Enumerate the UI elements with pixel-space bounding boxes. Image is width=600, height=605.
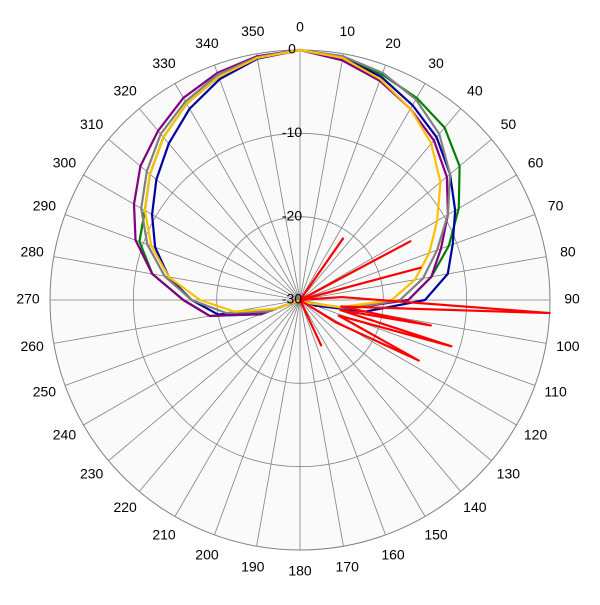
- angle-label: 310: [80, 116, 104, 132]
- radial-label: -10: [282, 124, 302, 140]
- spoke: [64, 214, 301, 301]
- spoke: [299, 299, 462, 492]
- angle-label: 320: [113, 82, 137, 98]
- angle-label: 30: [428, 55, 444, 71]
- spoke: [299, 64, 386, 301]
- angle-label: 290: [33, 198, 57, 214]
- angle-label: 160: [381, 546, 405, 562]
- spoke: [214, 64, 301, 301]
- spoke: [299, 53, 344, 301]
- angle-label: 110: [544, 384, 567, 400]
- angle-label: 270: [16, 291, 40, 307]
- angle-label: 80: [560, 243, 576, 259]
- series-line: [298, 237, 551, 362]
- angle-label: 170: [336, 559, 360, 575]
- angle-label: 210: [152, 526, 176, 542]
- angle-label: 350: [241, 23, 265, 39]
- spoke: [256, 53, 301, 301]
- spoke: [83, 174, 301, 301]
- spoke: [299, 214, 536, 301]
- angle-label: 250: [33, 384, 57, 400]
- spoke: [299, 174, 517, 301]
- angle-label: 330: [152, 55, 176, 71]
- angle-label: 120: [524, 427, 548, 443]
- angle-label: 0: [296, 19, 304, 35]
- angle-label: 150: [424, 526, 448, 542]
- radial-label: -20: [282, 207, 302, 223]
- spoke: [299, 299, 386, 536]
- angle-label: 180: [288, 563, 312, 579]
- spoke: [299, 299, 536, 386]
- spoke: [138, 108, 301, 301]
- spoke: [299, 299, 426, 517]
- spoke: [256, 299, 301, 547]
- angle-label: 340: [195, 35, 219, 51]
- angle-label: 140: [463, 499, 487, 515]
- ring: [132, 132, 468, 468]
- angle-label: 300: [53, 155, 77, 171]
- spoke: [174, 299, 301, 517]
- angle-label: 50: [501, 116, 517, 132]
- angle-label: 40: [467, 82, 483, 98]
- angle-label: 20: [385, 35, 401, 51]
- spoke: [53, 299, 301, 344]
- angle-label: 260: [20, 338, 44, 354]
- spoke: [53, 256, 301, 301]
- spoke: [108, 299, 301, 462]
- angle-label: 70: [548, 198, 564, 214]
- spoke: [299, 299, 517, 426]
- angle-label: 100: [556, 338, 580, 354]
- spoke: [214, 299, 301, 536]
- spoke: [174, 83, 301, 301]
- spoke: [138, 299, 301, 492]
- angle-label: 240: [53, 427, 77, 443]
- angle-label: 130: [497, 466, 521, 482]
- angle-label: 220: [113, 499, 137, 515]
- angle-label: 200: [195, 546, 219, 562]
- angle-label: 90: [564, 291, 580, 307]
- angle-label: 190: [241, 559, 265, 575]
- spoke: [83, 299, 301, 426]
- radial-label: 0: [288, 41, 296, 57]
- spoke: [299, 83, 426, 301]
- spoke: [299, 299, 344, 547]
- angle-label: 10: [339, 23, 355, 39]
- angle-label: 230: [80, 466, 104, 482]
- angle-label: 280: [20, 243, 44, 259]
- angle-label: 60: [528, 155, 544, 171]
- spoke: [299, 299, 492, 462]
- radial-label: -30: [282, 291, 302, 307]
